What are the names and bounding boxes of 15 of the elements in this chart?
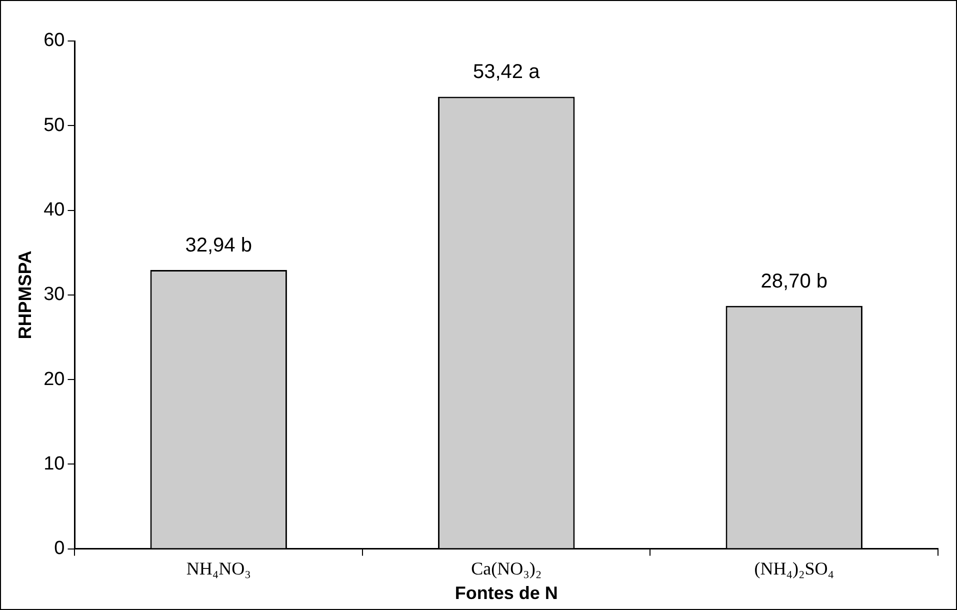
data-label: 28,70 b [760,270,828,292]
x-tick-label: Ca(NO₃)₂ [471,558,542,578]
y-axis-title: RHPMSPA [14,250,35,340]
x-axis-title: Fontes de N [454,583,558,604]
data-label: 53,42 a [473,61,541,84]
y-tick-label: 50 [44,114,65,136]
x-tick-label: (NH₄)₂SO₄ [754,558,834,578]
data-label: 32,94 b [185,234,252,257]
y-tick-label: 60 [44,30,65,52]
y-tick-label: 30 [44,284,65,306]
x-tick-label: NH₄NO₃ [186,558,251,578]
y-tick-label: 0 [54,538,65,560]
y-tick-label: 10 [44,453,65,474]
y-tick-label: 40 [44,200,65,220]
y-tick-label: 20 [44,368,65,390]
